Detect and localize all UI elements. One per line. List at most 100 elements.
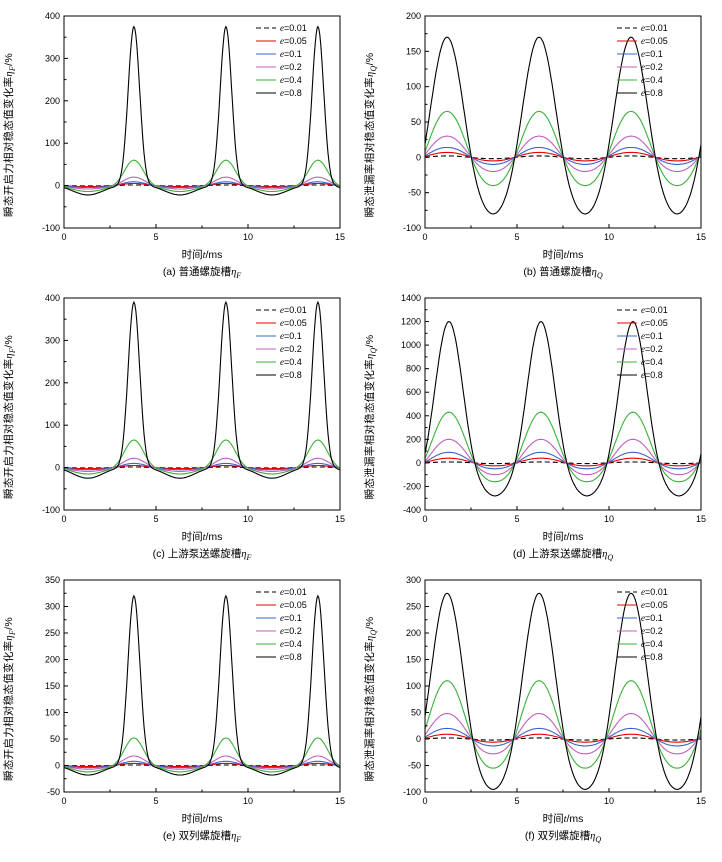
caption-text: (b) 普通螺旋槽 xyxy=(523,266,592,278)
svg-text:800: 800 xyxy=(406,364,421,374)
svg-text:e=0.05: e=0.05 xyxy=(641,36,668,46)
y-axis-label-symbol: η xyxy=(364,71,376,78)
svg-text:10: 10 xyxy=(604,796,614,806)
svg-text:15: 15 xyxy=(335,796,345,806)
svg-text:150: 150 xyxy=(45,681,60,691)
svg-text:e=0.8: e=0.8 xyxy=(280,652,302,662)
svg-text:e=0.8: e=0.8 xyxy=(641,652,663,662)
svg-text:250: 250 xyxy=(406,602,421,612)
caption-subscript: F xyxy=(246,553,252,563)
svg-text:100: 100 xyxy=(45,138,60,148)
y-axis-label-subscript: F xyxy=(8,630,18,636)
svg-text:e=0.8: e=0.8 xyxy=(280,370,302,380)
subplot-d: 瞬态泄漏率相对稳态值变化率ηQ/% -400 -200 0 200 400 600 800 1… xyxy=(361,288,722,562)
y-axis-label-b: 瞬态泄漏率相对稳态值变化率ηQ/% xyxy=(361,6,379,264)
y-axis-label-text: 瞬态开启力相对稳态值变化率 xyxy=(2,358,15,500)
svg-text:15: 15 xyxy=(335,514,345,524)
svg-text:e=0.05: e=0.05 xyxy=(280,36,307,46)
svg-text:1000: 1000 xyxy=(401,340,421,350)
y-axis-label-symbol: η xyxy=(364,353,376,360)
svg-text:e=0.2: e=0.2 xyxy=(641,626,663,636)
svg-text:10: 10 xyxy=(604,514,614,524)
svg-text:e=0.01: e=0.01 xyxy=(280,587,307,597)
svg-text:e=0.4: e=0.4 xyxy=(280,639,302,649)
y-axis-label-unit: /% xyxy=(363,334,376,348)
y-axis-label-symbol: η xyxy=(3,353,15,359)
svg-text:250: 250 xyxy=(45,628,60,638)
svg-text:e=0.4: e=0.4 xyxy=(641,357,663,367)
svg-text:15: 15 xyxy=(696,232,706,242)
svg-text:0: 0 xyxy=(55,463,60,473)
svg-text:400: 400 xyxy=(406,411,421,421)
svg-text:e=0.2: e=0.2 xyxy=(280,344,302,354)
svg-text:时间t/ms: 时间t/ms xyxy=(182,530,223,543)
subplot-e: 瞬态开启力相对稳态值变化率ηF/% -50 0 50 100 150 200 250 300 3… xyxy=(0,570,361,844)
chart-canvas-f: -100 -50 0 50 100 150 200 250 300 0 5 10 15 时间t/ms e=0… xyxy=(403,575,706,825)
svg-text:e=0.05: e=0.05 xyxy=(641,318,668,328)
y-axis-label-subscript: F xyxy=(8,65,18,72)
svg-text:400: 400 xyxy=(45,11,60,21)
svg-text:0: 0 xyxy=(422,796,427,806)
svg-text:e=0.05: e=0.05 xyxy=(280,600,307,610)
y-axis-label-text: 瞬态泄漏率相对稳态值变化率 xyxy=(363,359,376,500)
svg-text:50: 50 xyxy=(50,734,60,744)
svg-text:400: 400 xyxy=(45,293,60,303)
svg-text:-50: -50 xyxy=(47,787,60,797)
caption-symbol: η xyxy=(590,831,596,843)
svg-text:e=0.1: e=0.1 xyxy=(280,613,302,623)
svg-text:e=0.8: e=0.8 xyxy=(280,88,302,98)
svg-text:5: 5 xyxy=(514,796,519,806)
caption-f: (f) 双列螺旋槽ηQ xyxy=(425,828,701,844)
caption-b: (b) 普通螺旋槽ηQ xyxy=(425,264,701,280)
svg-text:600: 600 xyxy=(406,387,421,397)
svg-text:300: 300 xyxy=(45,602,60,612)
y-axis-label-unit: /% xyxy=(2,53,15,66)
svg-text:-50: -50 xyxy=(408,188,421,198)
svg-text:100: 100 xyxy=(45,420,60,430)
svg-text:300: 300 xyxy=(45,335,60,345)
y-axis-label-symbol: η xyxy=(3,71,15,77)
svg-text:e=0.8: e=0.8 xyxy=(641,88,663,98)
caption-symbol: η xyxy=(602,549,608,561)
y-axis-label-c: 瞬态开启力相对稳态值变化率ηF/% xyxy=(0,288,18,546)
svg-text:e=0.1: e=0.1 xyxy=(641,49,663,59)
svg-text:e=0.1: e=0.1 xyxy=(641,613,663,623)
svg-text:1200: 1200 xyxy=(401,317,421,327)
caption-text: (a) 普通螺旋槽 xyxy=(162,266,232,278)
svg-text:200: 200 xyxy=(45,378,60,388)
y-axis-label-symbol: η xyxy=(3,635,15,641)
y-axis-label-subscript: F xyxy=(8,347,18,354)
y-axis-label-subscript: Q xyxy=(369,65,379,72)
svg-text:0: 0 xyxy=(61,796,66,806)
subplot-c: 瞬态开启力相对稳态值变化率ηF/% -100 0 100 200 300 400 0 5 10 1… xyxy=(0,288,361,562)
svg-text:0: 0 xyxy=(422,232,427,242)
svg-text:e=0.2: e=0.2 xyxy=(280,62,302,72)
caption-text: (e) 双列螺旋槽 xyxy=(162,830,232,843)
caption-symbol: η xyxy=(241,549,247,561)
svg-text:0: 0 xyxy=(416,152,421,162)
svg-text:e=0.1: e=0.1 xyxy=(280,331,302,341)
subplot-f: 瞬态泄漏率相对稳态值变化率ηQ/% -100 -50 0 50 100 150 200 250… xyxy=(361,570,722,844)
svg-text:100: 100 xyxy=(406,681,421,691)
svg-text:5: 5 xyxy=(153,232,158,242)
svg-text:300: 300 xyxy=(45,53,60,63)
svg-text:10: 10 xyxy=(243,514,253,524)
svg-text:0: 0 xyxy=(55,761,60,771)
caption-text: (d) 上游泵送螺旋槽 xyxy=(512,548,603,561)
svg-text:e=0.4: e=0.4 xyxy=(280,75,302,85)
y-axis-label-e: 瞬态开启力相对稳态值变化率ηF/% xyxy=(0,570,18,828)
caption-subscript: F xyxy=(236,271,242,281)
svg-text:e=0.4: e=0.4 xyxy=(280,357,302,367)
caption-subscript: Q xyxy=(607,553,614,563)
svg-text:e=0.05: e=0.05 xyxy=(641,600,668,610)
svg-text:e=0.4: e=0.4 xyxy=(641,75,663,85)
svg-text:-200: -200 xyxy=(403,482,421,492)
y-axis-label-unit: /% xyxy=(363,616,376,630)
svg-text:150: 150 xyxy=(406,655,421,665)
caption-subscript: F xyxy=(236,835,242,845)
caption-text: (f) 双列螺旋槽 xyxy=(524,830,591,843)
y-axis-label-f: 瞬态泄漏率相对稳态值变化率ηQ/% xyxy=(361,570,379,828)
